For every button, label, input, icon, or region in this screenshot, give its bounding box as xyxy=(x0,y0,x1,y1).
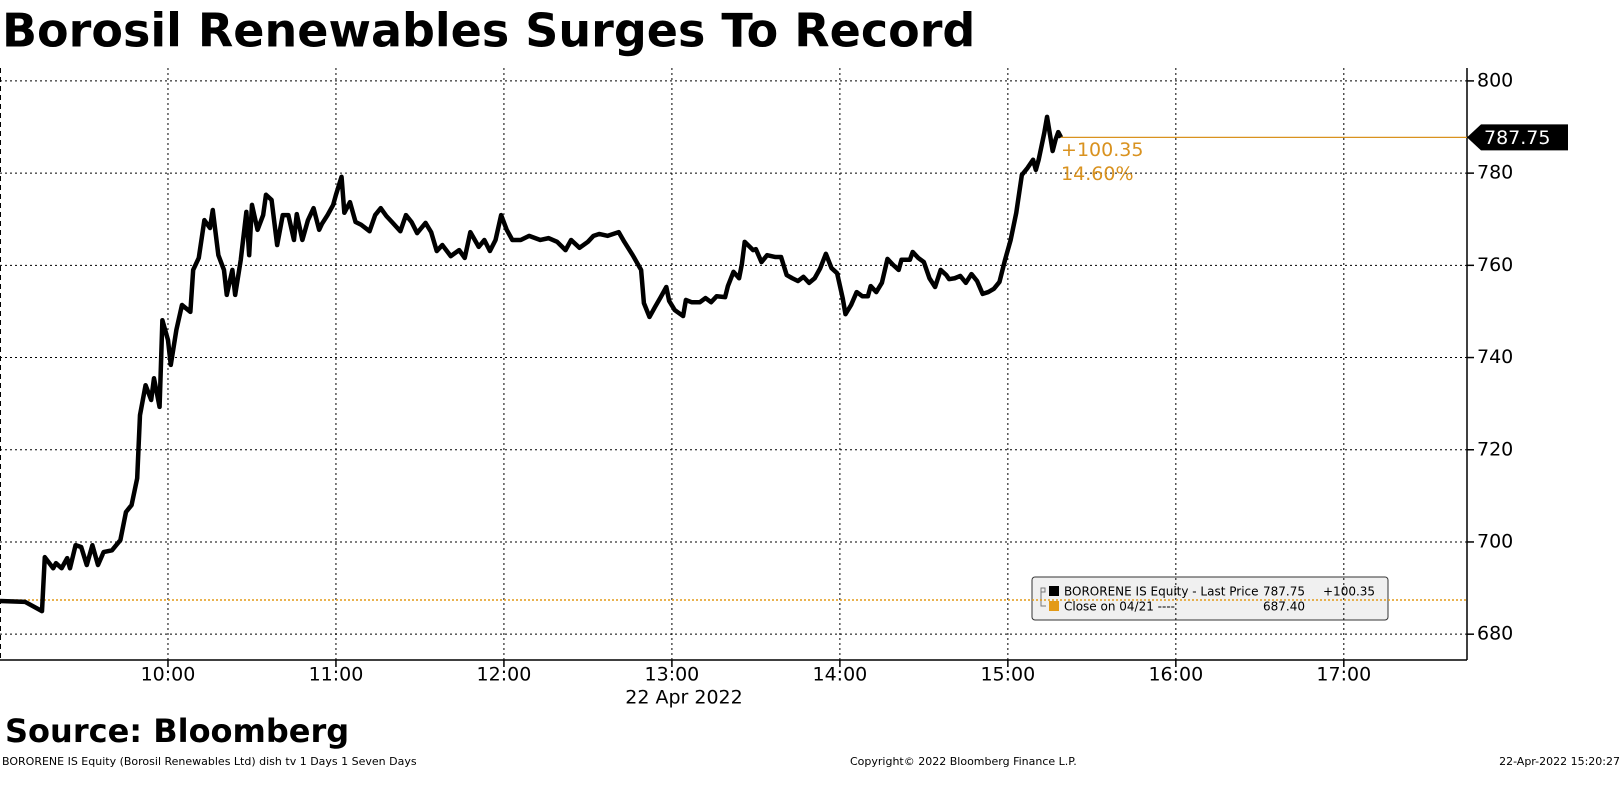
x-tick-label: 15:00 xyxy=(980,664,1035,686)
legend-value: 787.75 xyxy=(1263,585,1305,599)
y-tick-label: 740 xyxy=(1477,346,1513,368)
x-tick-label: 16:00 xyxy=(1148,664,1203,686)
y-tick-label: 680 xyxy=(1477,623,1513,645)
y-tick-label: 700 xyxy=(1477,530,1513,552)
price-line xyxy=(0,114,1064,614)
change-pct-label: 14.60% xyxy=(1061,163,1133,185)
x-tick-label: 10:00 xyxy=(141,664,196,686)
chart-title: Borosil Renewables Surges To Record xyxy=(2,4,975,58)
last-price-label: 787.75 xyxy=(1484,127,1550,149)
x-tick-label: 11:00 xyxy=(309,664,364,686)
y-tick-label: 720 xyxy=(1477,438,1513,460)
y-tick-label: 760 xyxy=(1477,254,1513,276)
legend-label: Close on 04/21 ---- xyxy=(1064,600,1175,614)
x-tick-label: 14:00 xyxy=(813,664,868,686)
x-axis-label: 22 Apr 2022 xyxy=(625,687,742,709)
y-tick-label: 780 xyxy=(1477,162,1513,184)
legend-swatch xyxy=(1049,601,1059,611)
footer-left: BORORENE IS Equity (Borosil Renewables L… xyxy=(2,755,417,768)
x-tick-label: 12:00 xyxy=(477,664,532,686)
x-tick-label: 13:00 xyxy=(645,664,700,686)
source: Source: Bloomberg xyxy=(5,712,349,750)
footer-center: Copyright© 2022 Bloomberg Finance L.P. xyxy=(850,755,1077,768)
legend-change: +100.35 xyxy=(1323,585,1375,599)
legend-box xyxy=(1031,576,1389,621)
y-tick-label: 800 xyxy=(1477,69,1513,91)
legend-label: BORORENE IS Equity - Last Price xyxy=(1064,585,1259,599)
change-label: +100.35 xyxy=(1061,139,1143,161)
last-price-box xyxy=(1467,124,1568,151)
legend-icon xyxy=(1040,587,1046,607)
legend-value: 687.40 xyxy=(1263,600,1305,614)
footer-right: 22-Apr-2022 15:20:27 xyxy=(1499,755,1620,768)
legend-swatch xyxy=(1049,586,1059,596)
x-tick-label: 17:00 xyxy=(1316,664,1371,686)
